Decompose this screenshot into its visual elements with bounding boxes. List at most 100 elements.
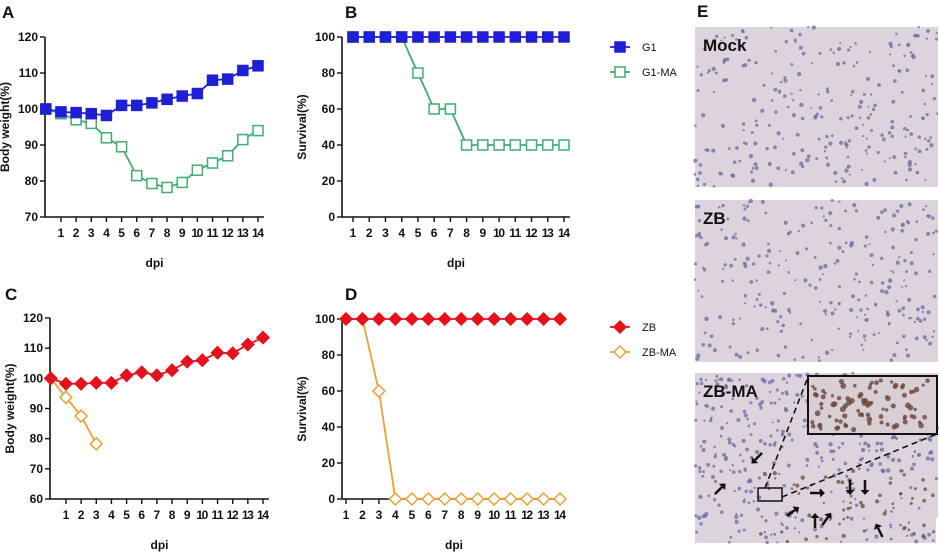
cell-nucleus bbox=[782, 291, 787, 296]
arrow-icon bbox=[714, 486, 723, 495]
cell-nucleus bbox=[913, 487, 917, 491]
cell-nucleus bbox=[778, 398, 781, 401]
data-point-zb bbox=[355, 311, 370, 327]
cell-nucleus bbox=[892, 353, 897, 358]
cell-nucleus bbox=[931, 335, 934, 339]
cell-nucleus bbox=[925, 37, 928, 40]
cell-nucleus bbox=[702, 439, 707, 444]
cell-nucleus bbox=[892, 213, 897, 218]
data-point-g1 bbox=[85, 107, 98, 120]
cell-nucleus bbox=[842, 508, 846, 512]
cell-nucleus bbox=[888, 41, 893, 46]
cell-nucleus bbox=[905, 270, 908, 274]
cell-nucleus bbox=[826, 162, 831, 167]
cell-nucleus bbox=[907, 160, 913, 165]
cell-nucleus bbox=[914, 336, 919, 341]
inset-stained-cell bbox=[891, 424, 897, 430]
data-point-zb bbox=[338, 311, 354, 327]
cell-nucleus bbox=[869, 93, 873, 96]
cell-nucleus bbox=[831, 449, 836, 454]
cell-nucleus bbox=[925, 456, 930, 461]
data-point-zb bbox=[470, 311, 485, 327]
x-tick-label: 13 bbox=[242, 508, 254, 522]
cell-nucleus bbox=[795, 392, 800, 397]
x-tick-label: 7 bbox=[447, 226, 454, 240]
cell-nucleus bbox=[868, 50, 872, 53]
y-tick-label: 110 bbox=[24, 341, 44, 355]
inset-stained-cell bbox=[901, 392, 907, 398]
inset-stained-cell bbox=[925, 378, 930, 384]
data-point-zb bbox=[388, 311, 403, 327]
x-tick-label: 4 bbox=[103, 226, 110, 240]
cell-nucleus bbox=[696, 353, 701, 358]
inset-stained-cell bbox=[878, 378, 883, 383]
cell-nucleus bbox=[720, 392, 725, 397]
cell-nucleus bbox=[759, 406, 763, 410]
inset-stained-cell bbox=[902, 416, 907, 421]
data-point-zb bbox=[134, 365, 149, 380]
y-tick-label: 40 bbox=[322, 420, 336, 434]
data-point-zb bbox=[180, 354, 195, 369]
cell-nucleus bbox=[710, 474, 716, 479]
inset-stained-cell bbox=[881, 407, 885, 411]
cell-nucleus bbox=[745, 447, 749, 452]
cell-nucleus bbox=[742, 204, 746, 207]
data-point-g1 bbox=[525, 31, 538, 43]
inset-stained-cell bbox=[810, 424, 816, 429]
cell-nucleus bbox=[795, 483, 800, 488]
x-tick-label: 14 bbox=[257, 508, 269, 522]
cell-nucleus bbox=[818, 265, 823, 270]
cell-nucleus bbox=[720, 426, 725, 430]
cell-nucleus bbox=[732, 386, 738, 391]
x-tick-label: 6 bbox=[133, 226, 140, 240]
inset-stained-cell bbox=[857, 412, 863, 417]
cell-nucleus bbox=[824, 350, 830, 356]
cell-nucleus bbox=[893, 170, 898, 175]
inset-stained-cell bbox=[839, 406, 846, 413]
cell-nucleus bbox=[845, 474, 849, 478]
inset-stained-cell bbox=[911, 389, 916, 394]
cell-nucleus bbox=[934, 477, 938, 481]
cell-nucleus bbox=[699, 377, 703, 382]
cell-nucleus bbox=[913, 450, 917, 453]
cell-nucleus bbox=[823, 309, 828, 313]
data-point-g1 bbox=[412, 31, 424, 43]
cell-nucleus bbox=[907, 297, 912, 302]
data-point-zb-ma bbox=[536, 491, 551, 507]
panel-letter: A bbox=[2, 3, 14, 22]
inset-stained-cell bbox=[843, 423, 848, 428]
cell-nucleus bbox=[858, 116, 862, 119]
cell-nucleus bbox=[698, 470, 702, 474]
y-axis-label: Survival(%) bbox=[295, 94, 309, 159]
cell-nucleus bbox=[869, 280, 874, 285]
panel-letter: E bbox=[697, 2, 708, 21]
cell-nucleus bbox=[864, 235, 869, 239]
cell-nucleus bbox=[880, 256, 884, 261]
cell-nucleus bbox=[842, 517, 846, 521]
x-axis-label: dpi bbox=[447, 256, 465, 270]
cell-nucleus bbox=[930, 83, 934, 86]
cell-nucleus bbox=[797, 230, 800, 233]
cell-nucleus bbox=[927, 139, 931, 143]
cell-nucleus bbox=[786, 105, 790, 109]
cell-nucleus bbox=[748, 154, 754, 159]
panel-letter: D bbox=[345, 285, 357, 304]
inset-stained-cell bbox=[830, 394, 835, 398]
data-point-g1 bbox=[115, 99, 128, 112]
cell-nucleus bbox=[758, 303, 763, 307]
cell-nucleus bbox=[714, 71, 718, 75]
cell-nucleus bbox=[715, 34, 719, 38]
cell-nucleus bbox=[838, 522, 841, 526]
cell-nucleus bbox=[843, 461, 848, 466]
cell-nucleus bbox=[864, 317, 869, 322]
cell-nucleus bbox=[931, 216, 935, 220]
data-point-zb bbox=[520, 311, 535, 327]
cell-nucleus bbox=[720, 405, 724, 409]
cell-nucleus bbox=[916, 307, 920, 312]
cell-nucleus bbox=[890, 436, 895, 440]
cell-nucleus bbox=[935, 37, 938, 41]
cell-nucleus bbox=[840, 177, 844, 180]
cell-nucleus bbox=[803, 278, 808, 283]
cell-nucleus bbox=[872, 333, 876, 337]
cell-nucleus bbox=[799, 322, 803, 326]
